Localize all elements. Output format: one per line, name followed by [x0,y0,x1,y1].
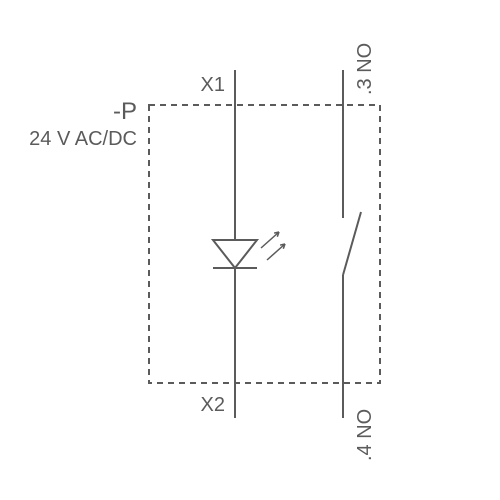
terminal-x1-label: X1 [201,74,225,96]
terminal-4no-label: .4 NO [354,409,376,461]
circuit-diagram: X1 X2 .3 NO .4 NO -P 24 V AC/DC [0,0,500,500]
device-designation: -P [113,98,137,125]
terminal-3no-label: .3 NO [354,43,376,95]
terminal-x2-label: X2 [201,394,225,416]
no-contact-arm [343,212,361,275]
led-emit-arrow-1 [261,232,279,248]
led-icon [213,240,257,268]
led-emit-arrow-2 [267,244,285,260]
device-voltage: 24 V AC/DC [29,128,137,150]
